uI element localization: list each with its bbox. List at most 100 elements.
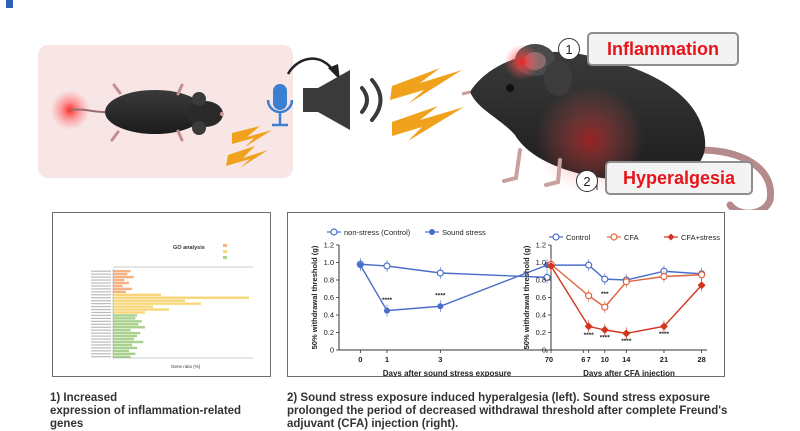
x-tick-label: 0: [358, 355, 362, 364]
y-tick-label: 0.8: [324, 276, 334, 285]
go-term-label: [91, 270, 111, 272]
inflammation-label: Inflammation: [587, 32, 739, 66]
go-term-label: [91, 273, 111, 275]
go-bar: [113, 284, 123, 288]
data-point: [622, 329, 631, 338]
mouse-top-view: [50, 83, 224, 142]
go-term-label: [91, 320, 111, 322]
significance-label: ****: [584, 332, 595, 339]
y-axis-label: 50% withdrawal threshold (g): [310, 245, 319, 349]
go-term-label: [91, 341, 111, 343]
series-line-1: [359, 264, 548, 312]
legend-marker: [429, 229, 435, 235]
data-point: [585, 292, 593, 300]
go-bar: [113, 296, 249, 299]
x-tick-label: 6: [581, 355, 585, 364]
x-tick-label: 28: [697, 355, 705, 364]
y-tick-label: 0.2: [324, 328, 334, 337]
microphone-icon: [266, 84, 294, 127]
y-tick-label: 0.4: [324, 311, 334, 320]
go-bar: [113, 331, 141, 335]
go-bar: [113, 308, 169, 311]
legend-label: Control: [566, 233, 591, 242]
caption-right-line1: 2) Sound stress exposure induced hyperal…: [287, 392, 711, 404]
go-bar: [113, 337, 134, 341]
go-bar: [113, 323, 139, 326]
legend-marker: [552, 233, 560, 241]
go-chart-title: GO analysis: [173, 245, 205, 251]
x-tick-label: 1: [385, 355, 389, 364]
y-tick-label: 0: [330, 346, 334, 355]
caption-right-line3: adjuvant (CFA) injection (right).: [287, 418, 459, 430]
y-tick-label: 1.2: [536, 241, 546, 250]
go-term-label: [91, 353, 111, 355]
go-chart-xlabel: Gene ratio (%): [171, 364, 201, 369]
significance-label: ****: [382, 297, 393, 304]
go-bar: [113, 340, 144, 344]
go-bar: [113, 343, 133, 347]
y-tick-label: 0.8: [536, 276, 546, 285]
data-point: [384, 307, 390, 314]
go-term-label: [91, 338, 111, 340]
legend-marker: [330, 228, 338, 236]
data-point: [585, 261, 593, 269]
go-term-label: [91, 317, 111, 319]
caption-left-line2: expression of inflammation-related: [50, 405, 242, 417]
header-accent-bar: [6, 0, 13, 8]
go-bar: [113, 299, 185, 302]
data-point: [697, 281, 706, 290]
lightning-icon-right: [390, 68, 464, 141]
data-point: [600, 325, 609, 334]
data-point: [584, 322, 593, 331]
go-term-label: [91, 306, 111, 308]
go-term-label: [91, 300, 111, 302]
caption-right-line2: prolonged the period of decreased withdr…: [287, 405, 728, 417]
y-tick-label: 0: [542, 346, 546, 355]
data-point: [659, 322, 668, 331]
go-bar: [113, 293, 161, 296]
go-term-label: [91, 288, 111, 290]
go-term-label: [91, 356, 111, 358]
data-point: [601, 275, 609, 283]
legend-label: CFA+stress: [681, 233, 720, 242]
go-term-label: [91, 332, 111, 334]
data-point: [437, 303, 444, 310]
go-bar: [113, 278, 125, 282]
y-tick-label: 1.0: [536, 258, 546, 267]
speaker-icon: [303, 70, 350, 130]
y-tick-label: 0.6: [536, 293, 546, 302]
series-line-0: [551, 264, 702, 281]
x-tick-label: 0: [549, 355, 553, 364]
y-axis-label: 50% withdrawal threshold (g): [522, 245, 531, 349]
go-bar: [113, 334, 137, 338]
y-tick-label: 0.6: [324, 293, 334, 302]
data-point: [601, 303, 609, 311]
data-point: [357, 262, 364, 269]
data-point: [698, 271, 706, 279]
go-bar: [113, 302, 201, 305]
go-term-label: [91, 323, 111, 325]
data-point: [622, 278, 630, 286]
series-line-1: [550, 263, 702, 309]
go-bar: [113, 355, 131, 358]
go-bar: [113, 346, 137, 350]
number-badge-2: 2: [576, 170, 598, 192]
curved-arrow: [286, 57, 336, 75]
go-bar: [113, 329, 131, 332]
data-point: [543, 273, 551, 281]
data-point: [547, 262, 555, 270]
caption-left-line1: 1) Increased: [50, 392, 118, 404]
go-bar: [113, 317, 136, 320]
go-bar: [113, 305, 153, 308]
significance-label: ****: [621, 338, 632, 345]
y-tick-label: 1.0: [324, 258, 334, 267]
go-analysis-chart: GO analysis Gene ratio (%): [91, 244, 253, 369]
go-bar: [113, 290, 126, 294]
go-bar: [113, 311, 145, 314]
go-bar: [113, 272, 128, 276]
hyperalgesia-label: Hyperalgesia: [605, 161, 753, 195]
legend-label: CFA: [624, 233, 639, 242]
y-tick-label: 0.2: [536, 328, 546, 337]
go-bar: [113, 281, 129, 285]
data-point: [436, 269, 444, 277]
